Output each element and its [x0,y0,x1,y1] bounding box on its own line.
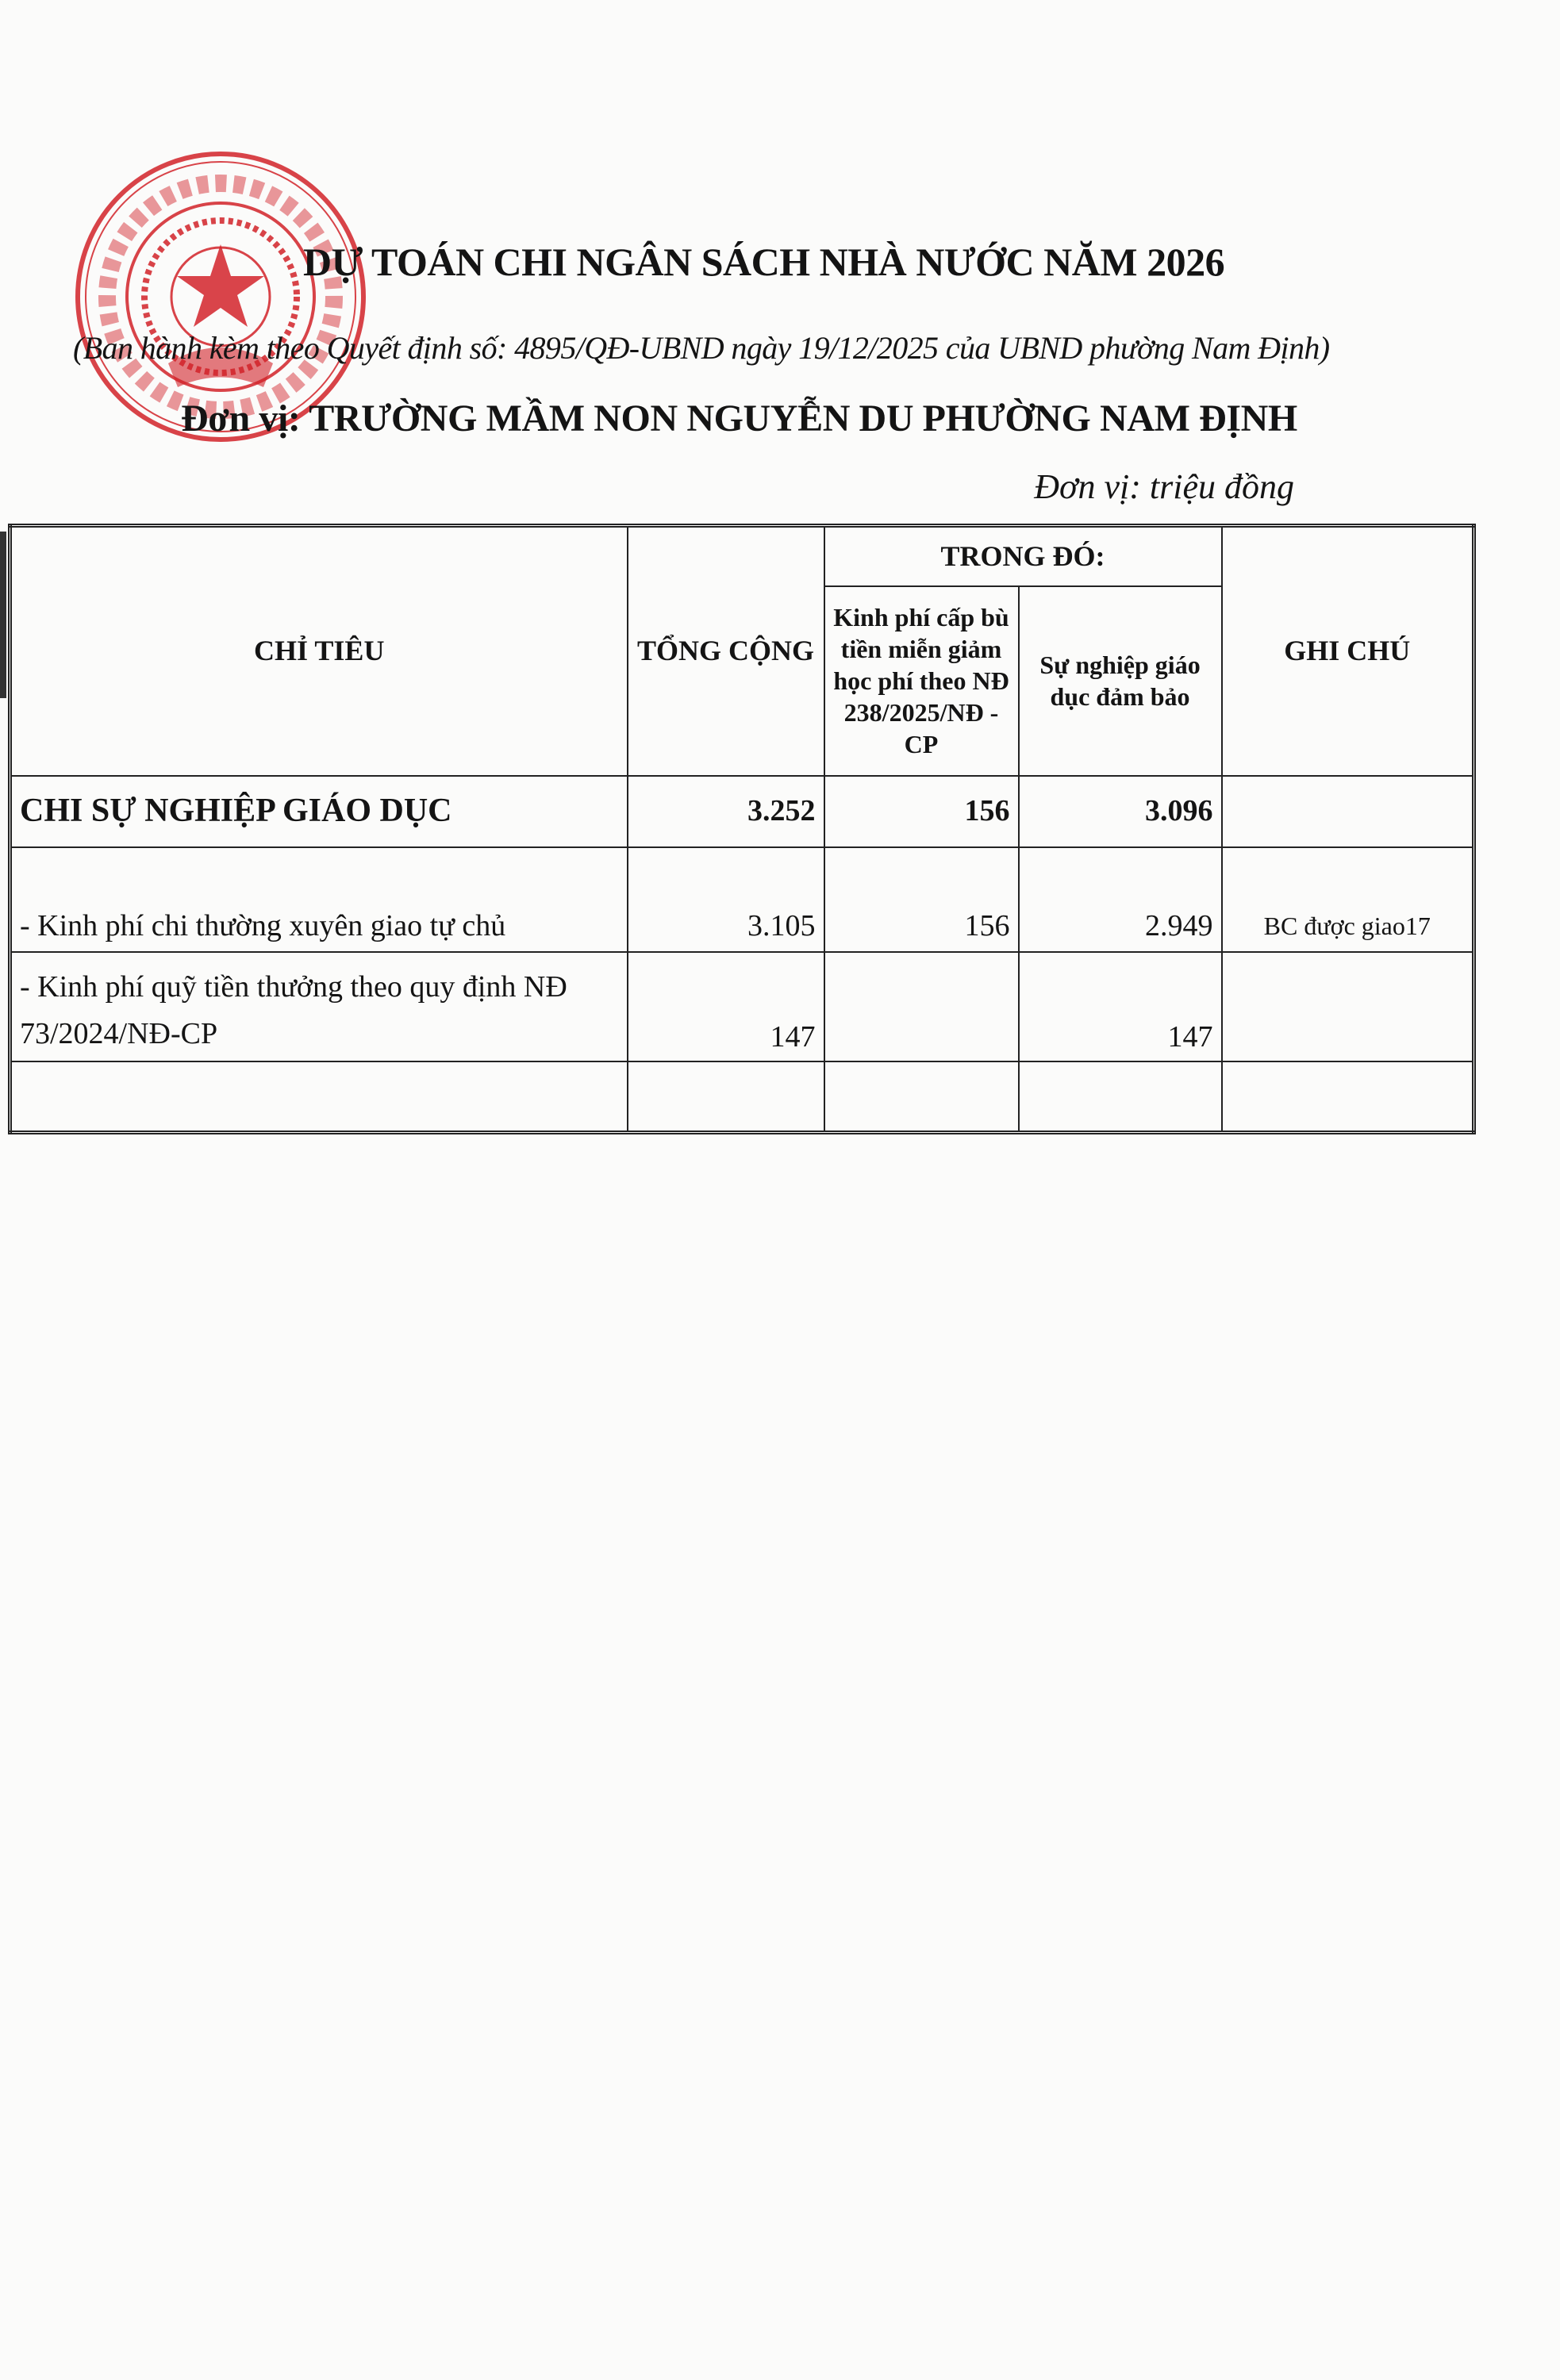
cell-cap-bu: 156 [823,846,1020,953]
cell-ghi-chu [1220,950,1475,1062]
budget-table: CHỈ TIÊU TỔNG CỘNG TRONG ĐÓ: GHI CHÚ Kin… [8,524,1476,1134]
cell-chi-tieu [9,1060,628,1134]
cell-cap-bu [823,950,1020,1062]
table-row: - Kinh phí chi thường xuyên giao tự chủ … [9,846,1475,953]
table-row [9,1060,1475,1134]
cell-cap-bu [823,1060,1020,1134]
cell-su-nghiep [1017,1060,1223,1134]
header-trong-do: TRONG ĐÓ: [823,524,1223,587]
header-tong-cong: TỔNG CỘNG [626,524,825,777]
table-row: - Kinh phí quỹ tiền thưởng theo quy định… [9,950,1475,1062]
cell-tong-cong: 3.252 [626,774,825,848]
cell-su-nghiep: 3.096 [1017,774,1223,848]
cell-tong-cong [626,1060,825,1134]
header-kinh-phi-cap-bu: Kinh phí cấp bù tiền miễn giảm học phí t… [823,585,1020,777]
cell-tong-cong: 3.105 [626,846,825,953]
cell-ghi-chu: BC được giao17 [1220,846,1475,953]
cell-su-nghiep: 2.949 [1017,846,1223,953]
cell-chi-tieu: - Kinh phí quỹ tiền thưởng theo quy định… [9,950,628,1062]
cell-ghi-chu [1220,1060,1475,1134]
cell-tong-cong: 147 [626,950,825,1062]
cell-su-nghiep: 147 [1017,950,1223,1062]
cell-chi-tieu: - Kinh phí chi thường xuyên giao tự chủ [9,846,628,953]
cell-chi-tieu: CHI SỰ NGHIỆP GIÁO DỤC [9,774,628,848]
table-row: CHI SỰ NGHIỆP GIÁO DỤC 3.252 156 3.096 [9,774,1475,848]
document-title: DỰ TOÁN CHI NGÂN SÁCH NHÀ NƯỚC NĂM 2026 [303,240,1225,284]
currency-unit: Đơn vị: triệu đồng [1034,467,1294,506]
unit-name: Đơn vị: TRƯỜNG MẦM NON NGUYỄN DU PHƯỜNG … [181,397,1297,440]
header-chi-tieu: CHỈ TIÊU [9,524,628,777]
cell-ghi-chu [1220,774,1475,848]
cell-cap-bu: 156 [823,774,1020,848]
scan-edge-shadow [0,532,6,698]
official-seal-icon [75,152,366,442]
header-ghi-chu: GHI CHÚ [1220,524,1475,777]
header-su-nghiep: Sự nghiệp giáo dục đảm bảo [1017,585,1223,777]
document-subtitle: (Ban hành kèm theo Quyết định số: 4895/Q… [73,330,1330,366]
